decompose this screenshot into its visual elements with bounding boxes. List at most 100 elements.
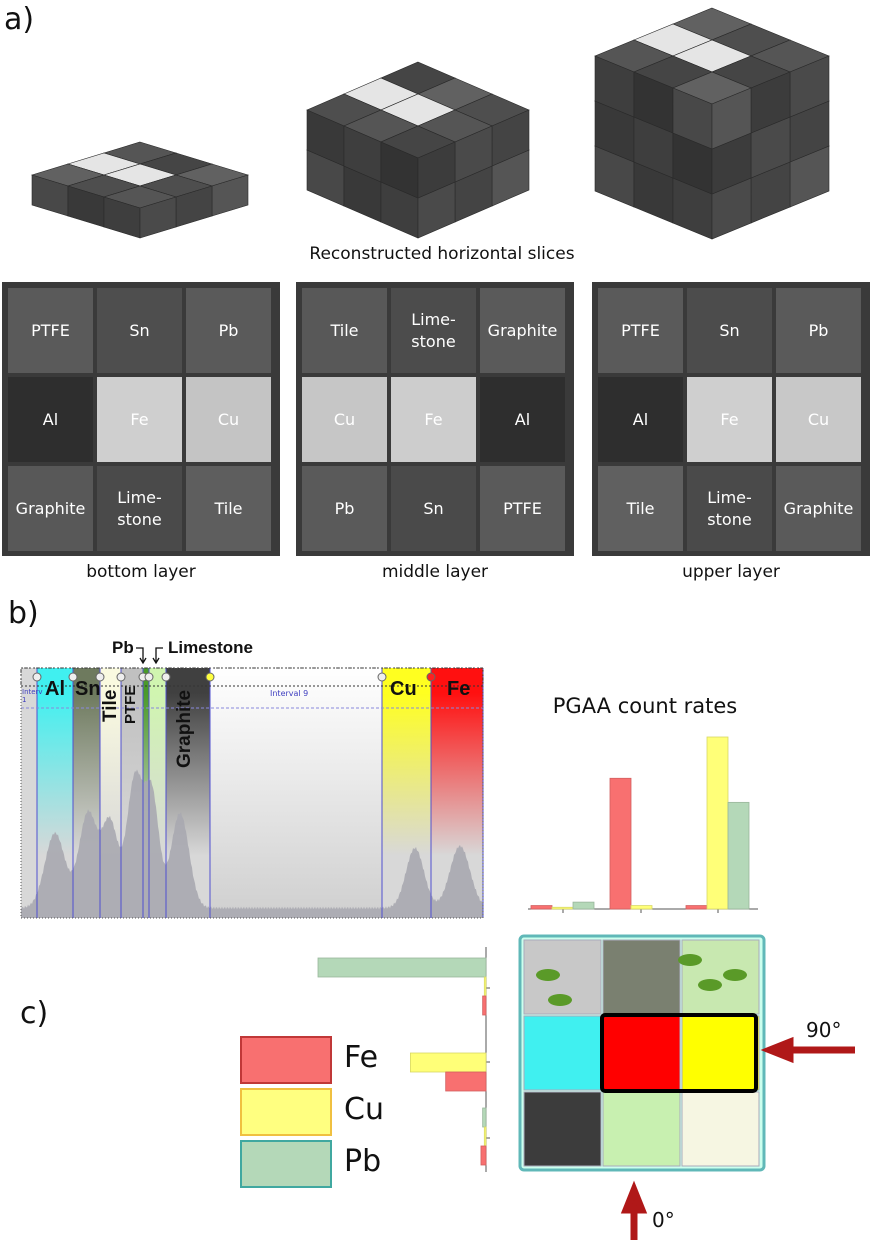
slice-bottom-layer: PTFE Sn Pb Al Fe Cu Graphite Lime- stone Tile: [2, 282, 280, 556]
slice-cell: Fe: [97, 377, 182, 462]
slice-cell: Graphite: [8, 466, 93, 551]
slice-cell: Graphite: [776, 466, 861, 551]
legend-label-fe: Fe: [344, 1040, 379, 1075]
cube-right-face: [711, 87, 752, 150]
slice-caption: middle layer: [381, 562, 489, 582]
map-cell: [523, 1091, 602, 1167]
side-bar-cu: [483, 1126, 487, 1147]
slice-cell: Al: [598, 377, 683, 462]
gate-handle: [116, 672, 126, 682]
gate-label-al: Al: [45, 678, 65, 700]
slice-cell: Lime- stone: [391, 288, 476, 373]
gate-label-cu: Cu: [390, 678, 417, 700]
legend-swatch-cu: [240, 1088, 332, 1136]
legend-swatch-fe: [240, 1036, 332, 1084]
gate-label-fe: Fe: [447, 678, 471, 700]
slice-cell: Cu: [302, 377, 387, 462]
gate-handle: [32, 672, 42, 682]
slice-caption: bottom layer: [86, 562, 196, 582]
slice-cell: Lime- stone: [97, 466, 182, 551]
map-cell: [602, 1015, 681, 1091]
cube-right-face: [139, 196, 177, 239]
slice-cell: Tile: [302, 288, 387, 373]
slice-cell: PTFE: [8, 288, 93, 373]
pgaa-bar-fe: [609, 777, 632, 910]
slice-cell: Pb: [302, 466, 387, 551]
slice-cell: Sn: [391, 466, 476, 551]
map-cell: [681, 1015, 760, 1091]
spectrum-trace: [21, 769, 483, 918]
legend-label-pb: Pb: [344, 1144, 382, 1179]
slice-cell: Fe: [687, 377, 772, 462]
arrow-0-icon: [620, 1180, 648, 1240]
map-pb-region: [536, 969, 560, 981]
gate-handle: [426, 672, 436, 682]
slice-cell: Sn: [687, 288, 772, 373]
slice-cell: Al: [8, 377, 93, 462]
slice-cell: Fe: [391, 377, 476, 462]
gated-spectrum: [20, 647, 484, 919]
slice-cell: Pb: [186, 288, 271, 373]
panel-b-label: b): [8, 596, 39, 631]
slice-upper-layer: PTFE Sn Pb Al Fe Cu Tile Lime- stone Graphite: [592, 282, 870, 556]
map-cell: [602, 939, 681, 1015]
gate-label-pb: Pb: [112, 638, 134, 657]
interval-9-label: Interval 9: [270, 689, 309, 698]
slice-cell: PTFE: [480, 466, 565, 551]
side-bar-fe: [482, 995, 487, 1016]
slice-cell: Graphite: [480, 288, 565, 373]
limestone-arrow-icon: [152, 647, 163, 665]
pgaa-bar-fe: [685, 905, 708, 910]
pgaa-bar-cu: [630, 905, 653, 910]
gate-label-sn: Sn: [75, 678, 101, 700]
angle-90-label: 90°: [806, 1018, 842, 1042]
legend-swatch-pb: [240, 1140, 332, 1188]
side-bar-cu: [409, 1052, 487, 1073]
gate-label-limestone: Limestone: [168, 638, 254, 657]
arrow-90-icon: [760, 1036, 855, 1064]
map-pb-region: [678, 954, 702, 966]
gate-handle: [68, 672, 78, 682]
gate-handle: [144, 672, 154, 682]
interval-9-band: [210, 668, 382, 918]
slices-title: Reconstructed horizontal slices: [309, 244, 575, 264]
pgaa-bar-fe: [530, 905, 553, 910]
map-cell: [602, 1091, 681, 1167]
cube-right-face: [417, 141, 456, 199]
map-cell: [523, 1015, 602, 1091]
gate-handle: [161, 672, 171, 682]
slice-cell: PTFE: [598, 288, 683, 373]
pgaa-bar-cu: [706, 736, 729, 910]
side-bar-cu: [483, 976, 487, 997]
map-pb-region: [698, 979, 722, 991]
slice-cell: Cu: [776, 377, 861, 462]
pgaa-chart-title: PGAA count rates: [552, 694, 738, 718]
slice-cell: Tile: [186, 466, 271, 551]
gate-handle: [205, 672, 215, 682]
pgaa-bar-cu: [551, 906, 574, 910]
side-bar-fe: [480, 1145, 487, 1166]
slice-cell: Lime- stone: [687, 466, 772, 551]
slice-cell: Pb: [776, 288, 861, 373]
interval-1-label: Interv 1: [22, 688, 43, 704]
side-bar-pb: [482, 1107, 487, 1128]
map-cell: [681, 1091, 760, 1167]
pgaa-bar-pb: [572, 901, 595, 910]
angle-0-label: 0°: [652, 1208, 675, 1232]
panel-c-label: c): [20, 996, 49, 1031]
slice-cell: Sn: [97, 288, 182, 373]
spectrum-frame: [20, 667, 484, 919]
pgaa-bar-pb: [727, 801, 750, 910]
map-highlight-border: [600, 1013, 758, 1093]
3d-reconstructions: [30, 7, 830, 240]
slice-cell: Al: [480, 377, 565, 462]
gate-handle: [95, 672, 105, 682]
gate-handle: [377, 672, 387, 682]
slice-cell: Tile: [598, 466, 683, 551]
slice-cell: Cu: [186, 377, 271, 462]
side-bar-fe: [445, 1071, 487, 1092]
panel-a-label: a): [4, 2, 35, 37]
legend-label-cu: Cu: [344, 1092, 384, 1127]
map-pb-region: [548, 994, 572, 1006]
